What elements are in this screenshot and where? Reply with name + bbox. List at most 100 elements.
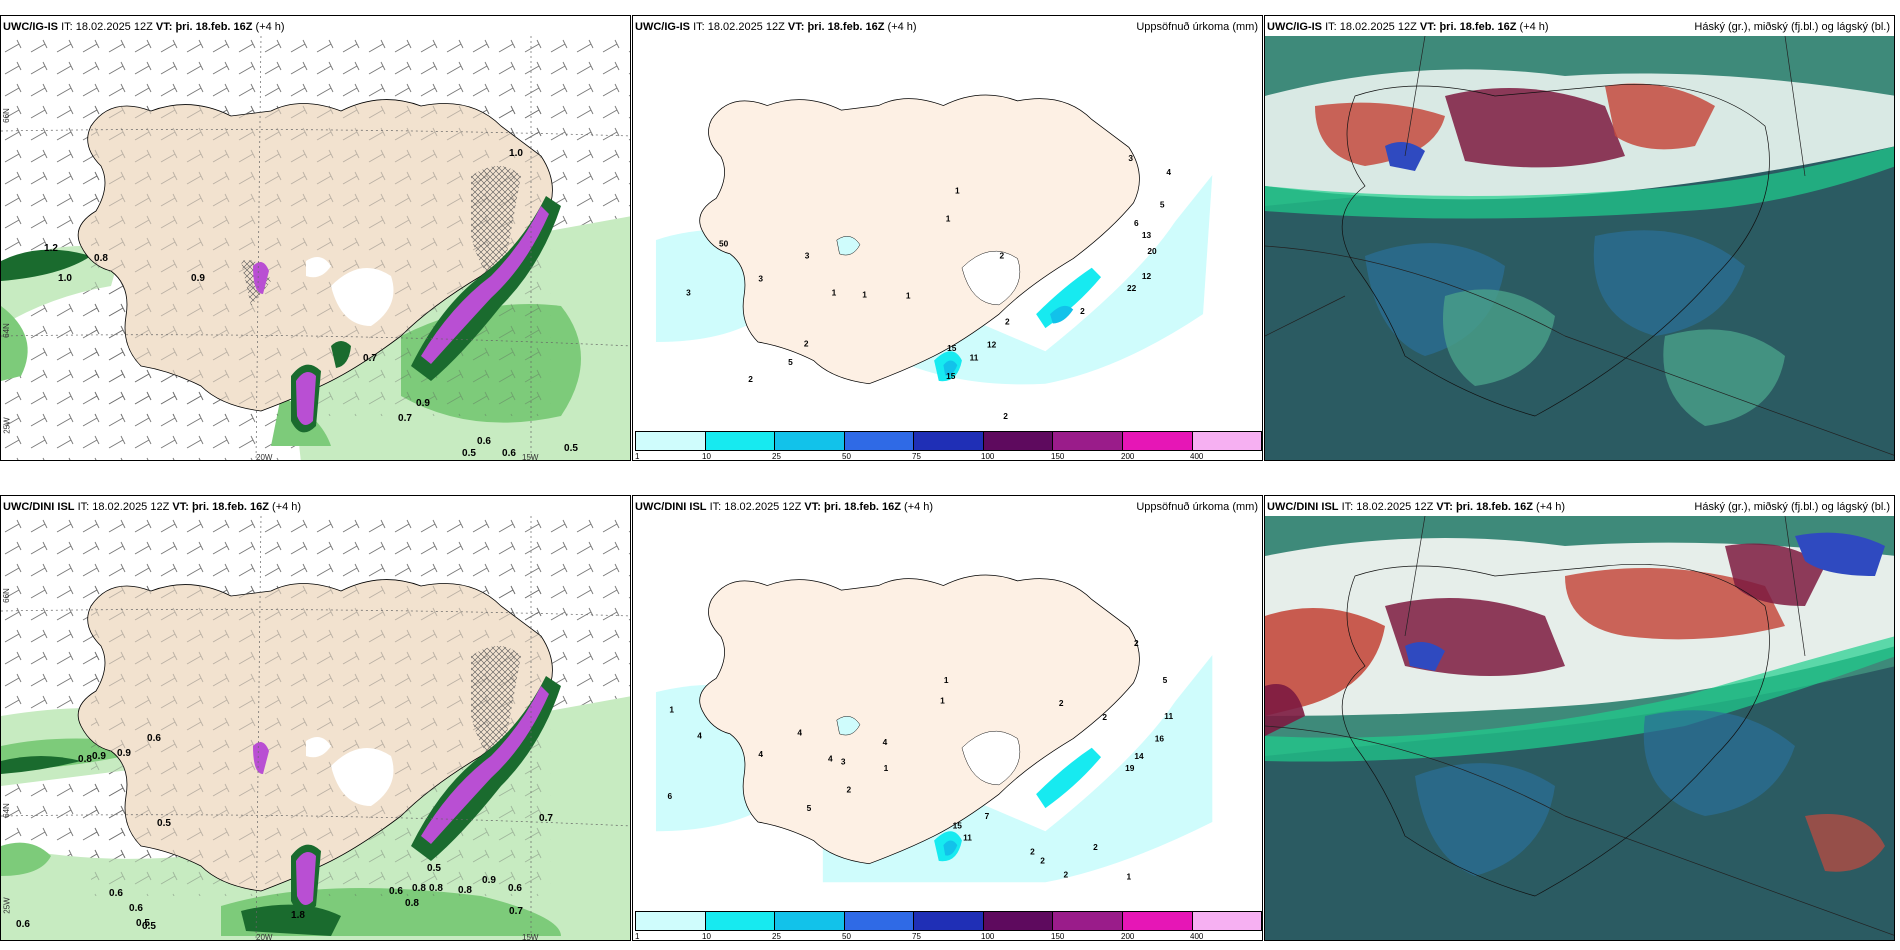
- cloud-panel-dini: UWC/DINI ISL IT: 18.02.2025 12Z VT: þri.…: [1264, 495, 1895, 941]
- lat-label: 66N: [1, 108, 11, 123]
- wind-value: 0.7: [398, 413, 412, 424]
- cloud-map: [1265, 36, 1894, 460]
- init-time: 18.02.2025 12Z: [1356, 501, 1434, 513]
- cloud-map: [1265, 516, 1894, 940]
- precip-value: 2: [847, 784, 852, 794]
- precip-value: 2: [1080, 306, 1085, 316]
- wind-value: 0.9: [191, 273, 205, 284]
- lat-label: 64N: [1, 323, 11, 338]
- precip-value: 2: [1093, 842, 1098, 852]
- lead-time: (+4 h): [1536, 501, 1566, 513]
- precip-value: 12: [987, 340, 997, 350]
- panel-header: UWC/IG-IS IT: 18.02.2025 12Z VT: þri. 18…: [635, 21, 917, 33]
- precip-value: 11: [963, 833, 972, 843]
- wind-map: 0.6 0.6 0.5 0.5 0.6 0.6 0.8 0.8 0.8 0.9 …: [1, 516, 630, 940]
- precip-value: 4: [828, 754, 833, 764]
- vt-label: VT:: [172, 501, 189, 513]
- legend-tick: 400: [1190, 452, 1204, 461]
- precip-value: 2: [999, 251, 1004, 261]
- precip-value: 2: [748, 374, 753, 384]
- legend-swatch-7: [1053, 912, 1123, 930]
- valid-time: þri. 18.feb. 16Z: [1455, 501, 1533, 513]
- lon-label: 20W: [256, 453, 273, 461]
- vt-label: VT:: [1419, 21, 1437, 33]
- wind-value: 0.6: [129, 903, 143, 914]
- panel-title: Háský (gr.), miðský (fj.bl.) og lágský (…: [1694, 501, 1890, 513]
- precip-value: 1: [955, 186, 960, 196]
- lon-label: 20W: [256, 933, 273, 941]
- legend-swatch-4: [844, 432, 915, 450]
- precip-value: 2: [804, 339, 809, 349]
- precip-value: 5: [1160, 200, 1165, 210]
- legend-tick: 50: [842, 452, 851, 461]
- precip-value: 7: [985, 811, 990, 821]
- wind-value: 0.7: [539, 813, 553, 824]
- legend-swatch-3: [775, 432, 845, 450]
- wind-value: 0.8: [429, 883, 443, 894]
- legend-tick: 25: [772, 932, 781, 941]
- wind-value: 0.9: [92, 751, 106, 762]
- precip-value: 1: [884, 763, 889, 773]
- lat-label: 64N: [1, 803, 11, 818]
- precip-value: 11: [1164, 711, 1173, 721]
- lead-time: (+4 h): [1519, 21, 1549, 33]
- precip-value: 3: [758, 274, 763, 284]
- wind-value: 0.5: [157, 818, 171, 829]
- legend-swatch-7: [1053, 432, 1123, 450]
- precip-value: 3: [841, 756, 846, 766]
- precip-value: 12: [1142, 271, 1152, 281]
- legend-tick: 75: [912, 452, 921, 461]
- precip-value: 2: [1102, 712, 1107, 722]
- legend-swatch-2: [705, 912, 776, 930]
- legend-tick: 1: [635, 452, 640, 461]
- precip-panel-ig: UWC/IG-IS IT: 18.02.2025 12Z VT: þri. 18…: [632, 15, 1263, 461]
- precip-value: 16: [1155, 733, 1165, 743]
- legend-swatch-8: [1122, 432, 1193, 450]
- wind-value: 0.6: [508, 883, 522, 894]
- lead-time: (+4 h): [255, 21, 285, 33]
- precip-value: 15: [947, 343, 957, 353]
- model-name: UWC/DINI ISL: [1267, 501, 1339, 513]
- wind-value: 0.6: [477, 436, 491, 447]
- wind-value: 1.0: [509, 148, 523, 159]
- precip-legend: [635, 431, 1262, 451]
- model-name: UWC/DINI ISL: [635, 501, 707, 513]
- legend-tick: 25: [772, 452, 781, 461]
- precip-panel-dini: UWC/DINI ISL IT: 18.02.2025 12Z VT: þri.…: [632, 495, 1263, 941]
- legend-tick: 50: [842, 932, 851, 941]
- legend-tick: 150: [1051, 452, 1065, 461]
- valid-time: þri. 18.feb. 16Z: [807, 21, 885, 33]
- legend-swatch-5: [914, 432, 984, 450]
- wind-value: 0.5: [427, 863, 441, 874]
- legend-tick: 100: [981, 932, 995, 941]
- precip-value: 4: [758, 749, 763, 759]
- precip-value: 20: [1147, 246, 1157, 256]
- legend-swatch-6: [983, 432, 1054, 450]
- precip-value: 4: [883, 737, 888, 747]
- precip-value: 6: [1134, 218, 1139, 228]
- precip-value: 2: [1134, 638, 1139, 648]
- precip-value: 3: [805, 251, 810, 261]
- wind-values: 0.5 0.6 0.6 0.5 0.7 0.9 1.0 0.8 0.7 0.9 …: [44, 148, 578, 459]
- wind-value: 0.5: [142, 921, 156, 932]
- wind-value: 0.5: [564, 443, 578, 454]
- precip-value: 50: [719, 238, 729, 248]
- legend-tick: 200: [1121, 932, 1135, 941]
- precip-value: 2: [1059, 698, 1064, 708]
- legend-swatch-9: [1192, 912, 1262, 930]
- precip-value: 1: [832, 288, 837, 298]
- legend-tick: 100: [981, 452, 995, 461]
- vt-label: VT:: [1436, 501, 1453, 513]
- panel-title: Uppsöfnuð úrkoma (mm): [1136, 501, 1258, 513]
- cloud-panel-ig: UWC/IG-IS IT: 18.02.2025 12Z VT: þri. 18…: [1264, 15, 1895, 461]
- precip-value: 5: [1163, 675, 1168, 685]
- precip-value: 15: [953, 820, 963, 830]
- model-name: UWC/IG-IS: [635, 21, 690, 33]
- model-name: UWC/IG-IS: [1267, 21, 1322, 33]
- precip-value: 1: [862, 289, 867, 299]
- legend-ticks: 1 10 25 50 75 100 150 200 400: [635, 932, 1262, 941]
- panel-title: Háský (gr.), miðský (fj.bl.) og lágský (…: [1694, 21, 1890, 33]
- legend-swatch-8: [1122, 912, 1193, 930]
- precip-value: 1: [906, 290, 911, 300]
- it-label: IT:: [77, 501, 90, 513]
